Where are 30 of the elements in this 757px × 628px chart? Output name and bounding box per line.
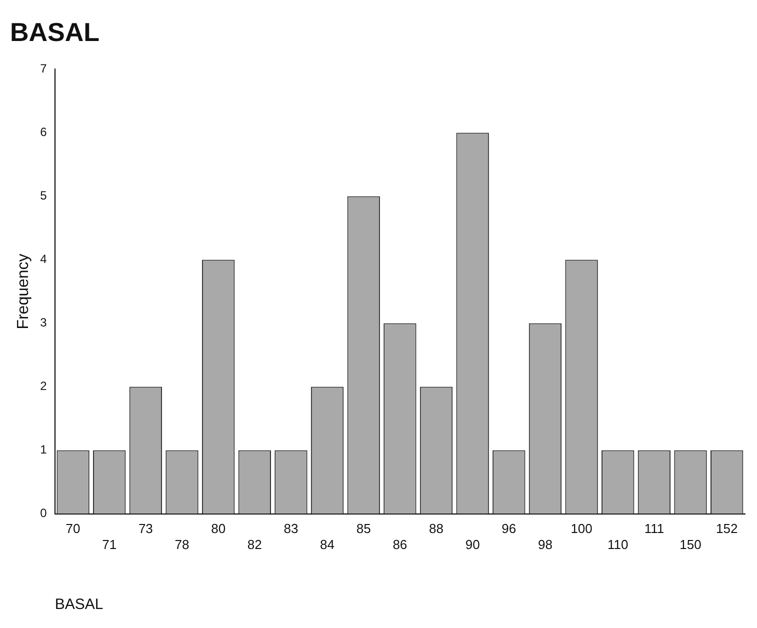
y-tick-label: 3 [40, 316, 48, 330]
x-tick-label: 86 [392, 536, 408, 552]
y-tick-label: 7 [40, 62, 48, 76]
x-tick-label: 80 [211, 521, 226, 536]
chart-title: BASAL [10, 16, 100, 47]
x-tick-label: 90 [465, 536, 480, 552]
x-tick-label: 100 [570, 521, 592, 536]
x-tick-label: 84 [320, 536, 335, 552]
x-tick-label: 78 [174, 536, 190, 552]
x-tick-label: 88 [429, 521, 444, 536]
x-axis-title: BASAL [54, 596, 104, 614]
y-tick-label: 0 [40, 506, 48, 520]
x-tick-label: 85 [356, 521, 371, 536]
x-tick-label: 73 [138, 521, 153, 536]
x-tick-label: 98 [538, 536, 552, 552]
y-tick-label: 4 [40, 252, 48, 266]
x-tick-label: 82 [247, 536, 262, 552]
y-tick-label: 5 [40, 188, 48, 203]
y-tick-label: 1 [40, 442, 48, 457]
x-tick-label: 152 [716, 521, 738, 536]
x-tick-label: 83 [284, 521, 298, 536]
x-tick-label: 111 [644, 521, 664, 536]
y-tick-label: 2 [40, 379, 48, 394]
x-tick-label: 110 [608, 536, 628, 552]
y-tick-label: 6 [40, 125, 48, 140]
y-axis-title: Frequency [15, 254, 32, 330]
x-tick-label: 70 [66, 521, 80, 536]
x-tick-label: 96 [502, 521, 516, 536]
x-tick-label: 71 [102, 536, 117, 552]
x-tick-label: 150 [680, 536, 702, 552]
